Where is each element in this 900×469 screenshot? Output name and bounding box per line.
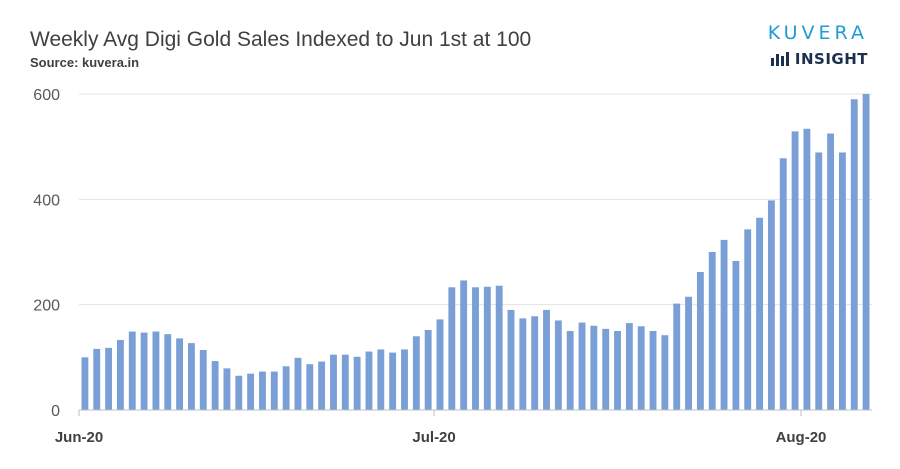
- bar: [649, 331, 657, 410]
- chart-axes: [78, 409, 872, 416]
- chart-title: Weekly Avg Digi Gold Sales Indexed to Ju…: [30, 28, 532, 51]
- bar: [259, 371, 266, 410]
- bar: [424, 329, 432, 410]
- bar: [199, 349, 207, 410]
- x-tick-label: Jul-20: [412, 429, 455, 446]
- bar: [862, 94, 870, 410]
- bar: [211, 361, 219, 410]
- bar: [116, 339, 124, 410]
- bar: [270, 371, 278, 410]
- bar: [294, 357, 302, 410]
- bar: [140, 332, 148, 410]
- bar: [472, 287, 479, 410]
- logo-sub: INSIGHT: [768, 50, 868, 68]
- bar: [176, 338, 184, 410]
- bar: [838, 152, 846, 410]
- bar: [815, 152, 823, 410]
- bar: [460, 280, 468, 410]
- bar: [519, 318, 527, 410]
- bar: [554, 320, 562, 410]
- bar: [318, 361, 326, 410]
- bar: [827, 133, 835, 410]
- bar: [708, 252, 716, 410]
- bar: [744, 229, 752, 410]
- bar: [803, 128, 811, 410]
- bar: [401, 349, 408, 410]
- bar-chart-icon: [770, 52, 789, 66]
- kuvera-logo: KUVERA INSIGHT: [768, 22, 868, 68]
- bar: [436, 319, 444, 410]
- x-tick-label: Jun-20: [55, 429, 103, 446]
- bar: [330, 354, 337, 410]
- bar: [696, 272, 704, 410]
- bar: [767, 200, 775, 410]
- bar: [578, 322, 586, 410]
- bar: [282, 366, 290, 410]
- bar: [756, 217, 763, 410]
- bar: [732, 260, 740, 410]
- y-tick-label: 400: [33, 192, 60, 209]
- bar: [661, 335, 669, 410]
- bar: [223, 368, 231, 410]
- bar: [306, 364, 314, 410]
- x-tick-label: Aug-20: [776, 429, 827, 446]
- chart-tick-labels: 0 200 400 600 Jun-20 Jul-20 Aug-20: [33, 87, 826, 446]
- bar: [791, 131, 799, 411]
- bar: [531, 316, 539, 410]
- bar: [341, 354, 349, 410]
- bar: [685, 296, 692, 410]
- bar: [152, 331, 160, 410]
- bar: [365, 351, 373, 410]
- chart-source: Source: kuvera.in: [30, 55, 140, 70]
- bar: [164, 334, 172, 410]
- bar: [614, 331, 621, 410]
- chart-gridlines: [79, 93, 872, 306]
- bar: [850, 99, 858, 411]
- bar: [188, 343, 195, 410]
- bar: [235, 375, 243, 410]
- bar: [93, 348, 101, 410]
- bar: [507, 309, 515, 410]
- y-tick-label: 0: [51, 403, 60, 420]
- y-tick-label: 200: [33, 298, 60, 315]
- bar: [105, 347, 113, 410]
- logo-word: KUVERA: [767, 22, 868, 44]
- bar: [389, 352, 397, 410]
- bar: [412, 336, 420, 410]
- bar: [247, 373, 255, 410]
- bar: [625, 323, 633, 410]
- bar: [81, 357, 89, 410]
- bar: [720, 239, 728, 410]
- y-tick-label: 600: [33, 87, 60, 104]
- bar: [128, 331, 136, 410]
- bar: [353, 356, 361, 410]
- bar: [566, 331, 574, 410]
- logo-sub-text: INSIGHT: [794, 50, 868, 68]
- bar: [637, 326, 645, 410]
- chart-bars: [81, 94, 870, 411]
- bar: [483, 286, 491, 410]
- bar: [543, 309, 550, 410]
- bar: [377, 349, 385, 410]
- bar: [779, 158, 787, 410]
- bar: [602, 328, 610, 410]
- bar: [590, 325, 598, 410]
- bar: [495, 285, 503, 410]
- bar: [448, 287, 456, 410]
- bar: [673, 303, 681, 410]
